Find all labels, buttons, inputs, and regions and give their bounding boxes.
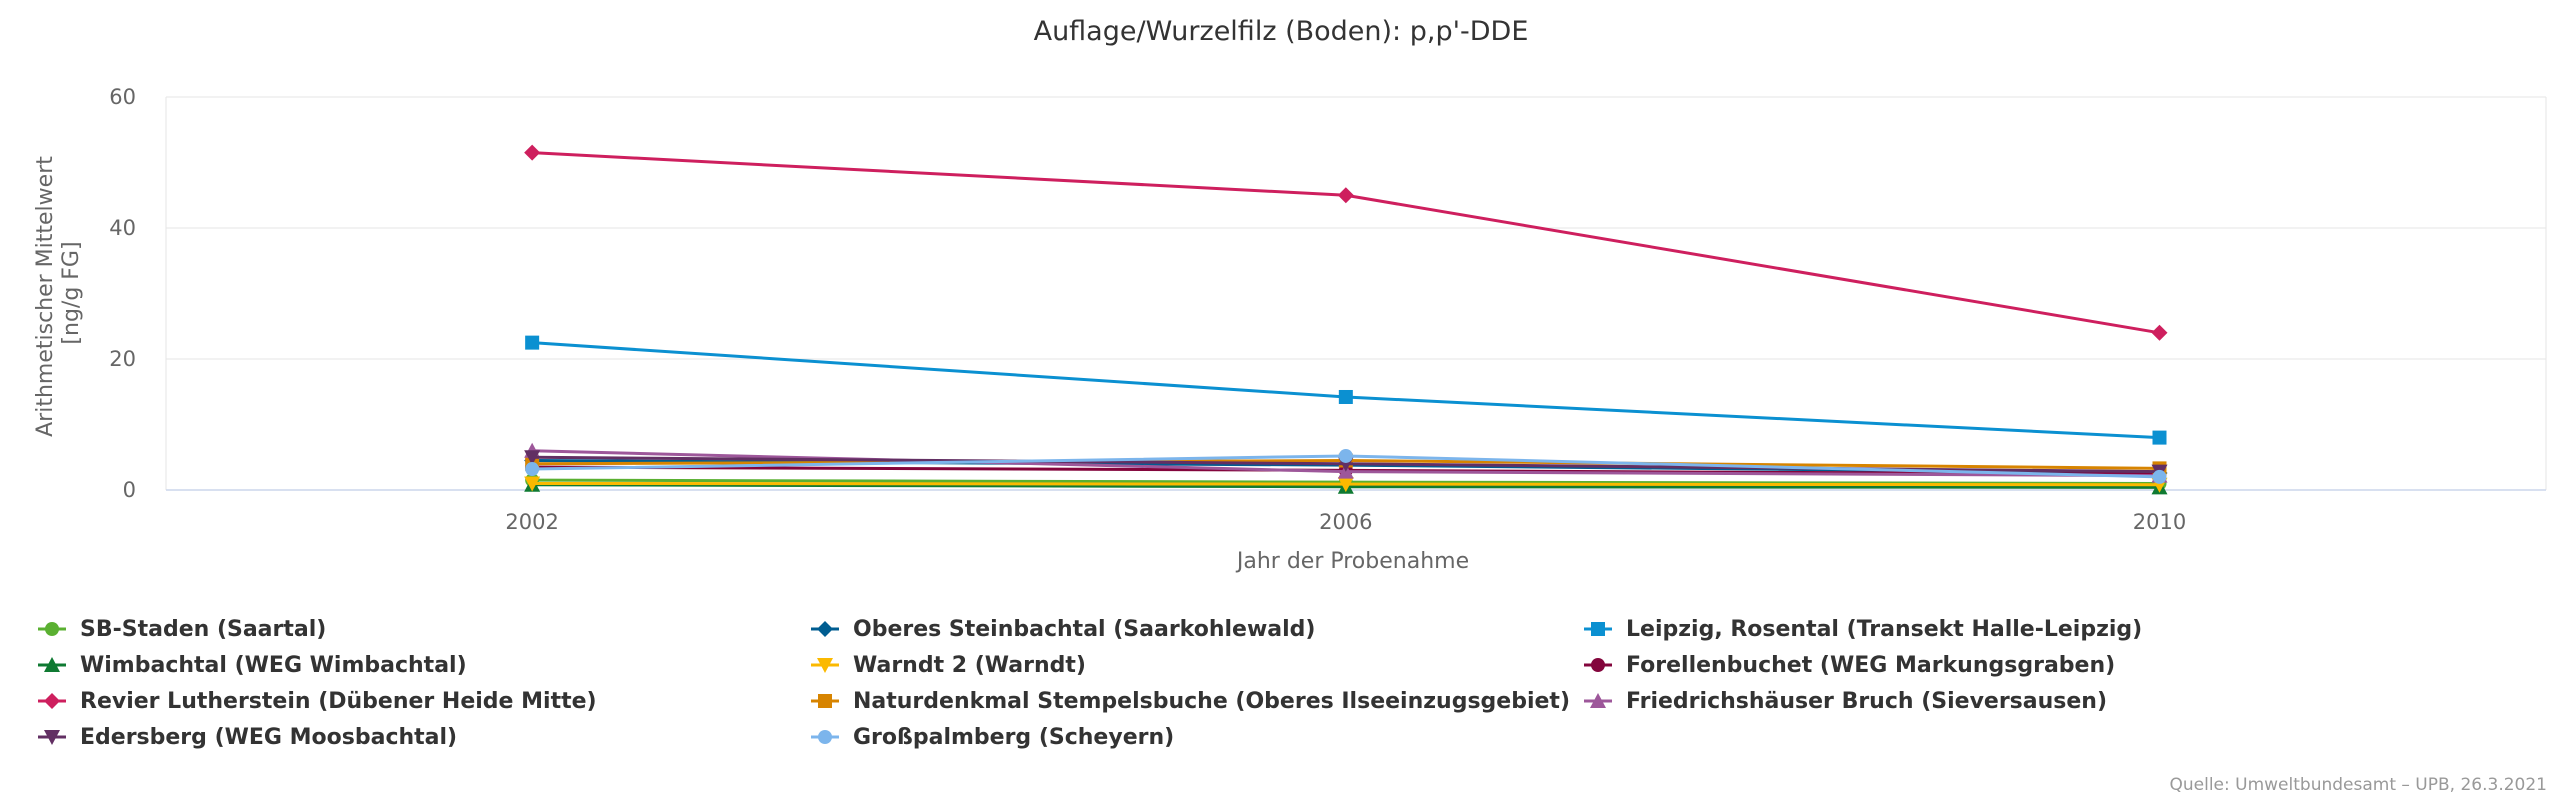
legend-symbol-warndt-2-warndt	[811, 658, 839, 673]
legend-symbol-friedrichshaeuser-bruch-sieversausen	[1584, 693, 1612, 708]
legend-symbol-grosspalmberg-scheyern	[811, 730, 839, 744]
legend-label-warndt-2-warndt: Warndt 2 (Warndt)	[853, 652, 1086, 678]
legend-symbol-revier-lutherstein-duebener-heide-mitte	[38, 693, 66, 709]
x-tick-label-2010: 2010	[2133, 510, 2186, 534]
series-leipzig-rosental-transekt-halle-leipzig	[525, 335, 2167, 445]
y-axis-title-line-2: [ng/g FG]	[59, 241, 84, 344]
point-revier-lutherstein-duebener-heide-mitte-2006[interactable]	[1337, 187, 1354, 204]
chart-credit: Quelle: Umweltbundesamt – UPB, 26.3.2021	[2170, 775, 2548, 795]
legend-symbol-marker	[44, 657, 60, 672]
legend-label-wimbachtal-weg-wimbachtal: Wimbachtal (WEG Wimbachtal)	[80, 652, 467, 678]
legend-label-revier-lutherstein-duebener-heide-mitte: Revier Lutherstein (Dübener Heide Mitte)	[80, 688, 597, 714]
y-axis-title-line-1: Arithmetischer Mittelwert	[33, 156, 58, 437]
point-leipzig-rosental-transekt-halle-leipzig-2002[interactable]	[525, 335, 540, 350]
legend-symbol-oberes-steinbachtal-saarkohlewald	[811, 621, 839, 637]
legend-symbol-edersberg-weg-moosbachtal	[38, 730, 66, 745]
legend-symbol-marker	[817, 621, 833, 637]
point-leipzig-rosental-transekt-halle-leipzig-2010[interactable]	[2152, 430, 2167, 445]
y-tick-label-40: 40	[109, 216, 136, 240]
plot-series	[524, 144, 2168, 495]
x-axis: 2002 2006 2010	[166, 489, 2546, 534]
x-axis-title: Jahr der Probenahme	[1235, 549, 1469, 574]
y-tick-label-20: 20	[109, 347, 136, 371]
point-warndt-2-warndt-2002[interactable]	[524, 476, 541, 492]
point-warndt-2-warndt-2006[interactable]	[1337, 477, 1354, 493]
legend-item-oberes-steinbachtal-saarkohlewald[interactable]: Oberes Steinbachtal (Saarkohlewald)	[809, 614, 1582, 644]
legend-symbol-marker	[44, 693, 60, 709]
x-tick-label-2002: 2002	[505, 510, 558, 534]
legend-symbol-forellenbuchet-weg-markungsgraben	[1584, 658, 1612, 672]
grid-lines	[165, 96, 2547, 490]
legend-item-revier-lutherstein-duebener-heide-mitte[interactable]: Revier Lutherstein (Dübener Heide Mitte)	[36, 686, 809, 716]
legend-label-friedrichshaeuser-bruch-sieversausen: Friedrichshäuser Bruch (Sieversausen)	[1626, 688, 2108, 714]
y-axis: 0 20 40 60	[109, 85, 136, 502]
point-edersberg-weg-moosbachtal-2002[interactable]	[524, 450, 541, 466]
y-tick-label-60: 60	[109, 85, 136, 109]
legend-symbol-marker	[1591, 658, 1605, 672]
legend-label-edersberg-weg-moosbachtal: Edersberg (WEG Moosbachtal)	[80, 724, 458, 750]
legend-label-oberes-steinbachtal-saarkohlewald: Oberes Steinbachtal (Saarkohlewald)	[853, 616, 1316, 642]
legend-symbol-marker	[818, 694, 832, 708]
legend-symbol-wimbachtal-weg-wimbachtal	[38, 657, 66, 672]
legend-item-edersberg-weg-moosbachtal[interactable]: Edersberg (WEG Moosbachtal)	[36, 722, 809, 752]
legend-symbol-marker	[818, 730, 832, 744]
legend-item-warndt-2-warndt[interactable]: Warndt 2 (Warndt)	[809, 650, 1582, 680]
point-revier-lutherstein-duebener-heide-mitte-2010[interactable]	[2151, 324, 2168, 341]
legend-symbol-marker	[1591, 622, 1605, 636]
legend-item-naturdenkmal-stempelsbuche-oberes-ilseeinzugsgebiet[interactable]: Naturdenkmal Stempelsbuche (Oberes Ilsee…	[809, 686, 1582, 716]
legend-label-forellenbuchet-weg-markungsgraben: Forellenbuchet (WEG Markungsgraben)	[1626, 652, 2116, 678]
chart-legend: SB-Staden (Saartal) Oberes Steinbachtal (…	[36, 614, 2236, 752]
legend-item-grosspalmberg-scheyern[interactable]: Großpalmberg (Scheyern)	[809, 722, 1582, 752]
chart-title: Auflage/Wurzelfilz (Boden): p,p'-DDE	[1034, 16, 1529, 47]
legend-label-sb-staden-saartal: SB-Staden (Saartal)	[80, 616, 327, 642]
legend-label-leipzig-rosental-transekt-halle-leipzig: Leipzig, Rosental (Transekt Halle-Leipzi…	[1626, 616, 2143, 642]
legend-item-wimbachtal-weg-wimbachtal[interactable]: Wimbachtal (WEG Wimbachtal)	[36, 650, 809, 680]
series-grosspalmberg-scheyern	[525, 448, 2167, 484]
x-tick-label-2006: 2006	[1319, 510, 1372, 534]
legend-item-sb-staden-saartal[interactable]: SB-Staden (Saartal)	[36, 614, 809, 644]
y-tick-label-0: 0	[123, 478, 136, 502]
legend-symbol-marker	[1590, 693, 1606, 708]
point-revier-lutherstein-duebener-heide-mitte-2002[interactable]	[524, 144, 541, 161]
point-grosspalmberg-scheyern-2002[interactable]	[525, 462, 540, 477]
legend-symbol-sb-staden-saartal	[38, 622, 66, 636]
point-grosspalmberg-scheyern-2010[interactable]	[2152, 469, 2167, 484]
legend-symbol-leipzig-rosental-transekt-halle-leipzig	[1584, 622, 1612, 636]
legend-symbol-marker	[44, 730, 60, 745]
point-leipzig-rosental-transekt-halle-leipzig-2006[interactable]	[1338, 389, 1353, 404]
point-grosspalmberg-scheyern-2006[interactable]	[1338, 448, 1353, 463]
legend-label-naturdenkmal-stempelsbuche-oberes-ilseeinzugsgebiet: Naturdenkmal Stempelsbuche (Oberes Ilsee…	[853, 688, 1570, 714]
legend-item-friedrichshaeuser-bruch-sieversausen[interactable]: Friedrichshäuser Bruch (Sieversausen)	[1582, 686, 2355, 716]
series-revier-lutherstein-duebener-heide-mitte	[524, 144, 2168, 341]
y-axis-title: Arithmetischer Mittelwert [ng/g FG]	[33, 149, 84, 437]
legend-symbol-marker	[45, 622, 59, 636]
legend-symbol-marker	[817, 658, 833, 673]
legend-item-forellenbuchet-weg-markungsgraben[interactable]: Forellenbuchet (WEG Markungsgraben)	[1582, 650, 2355, 680]
series-line-revier-lutherstein-duebener-heide-mitte[interactable]	[530, 151, 2162, 335]
legend-label-grosspalmberg-scheyern: Großpalmberg (Scheyern)	[853, 724, 1175, 750]
legend-symbol-naturdenkmal-stempelsbuche-oberes-ilseeinzugsgebiet	[811, 694, 839, 708]
legend-item-leipzig-rosental-transekt-halle-leipzig[interactable]: Leipzig, Rosental (Transekt Halle-Leipzi…	[1582, 614, 2355, 644]
